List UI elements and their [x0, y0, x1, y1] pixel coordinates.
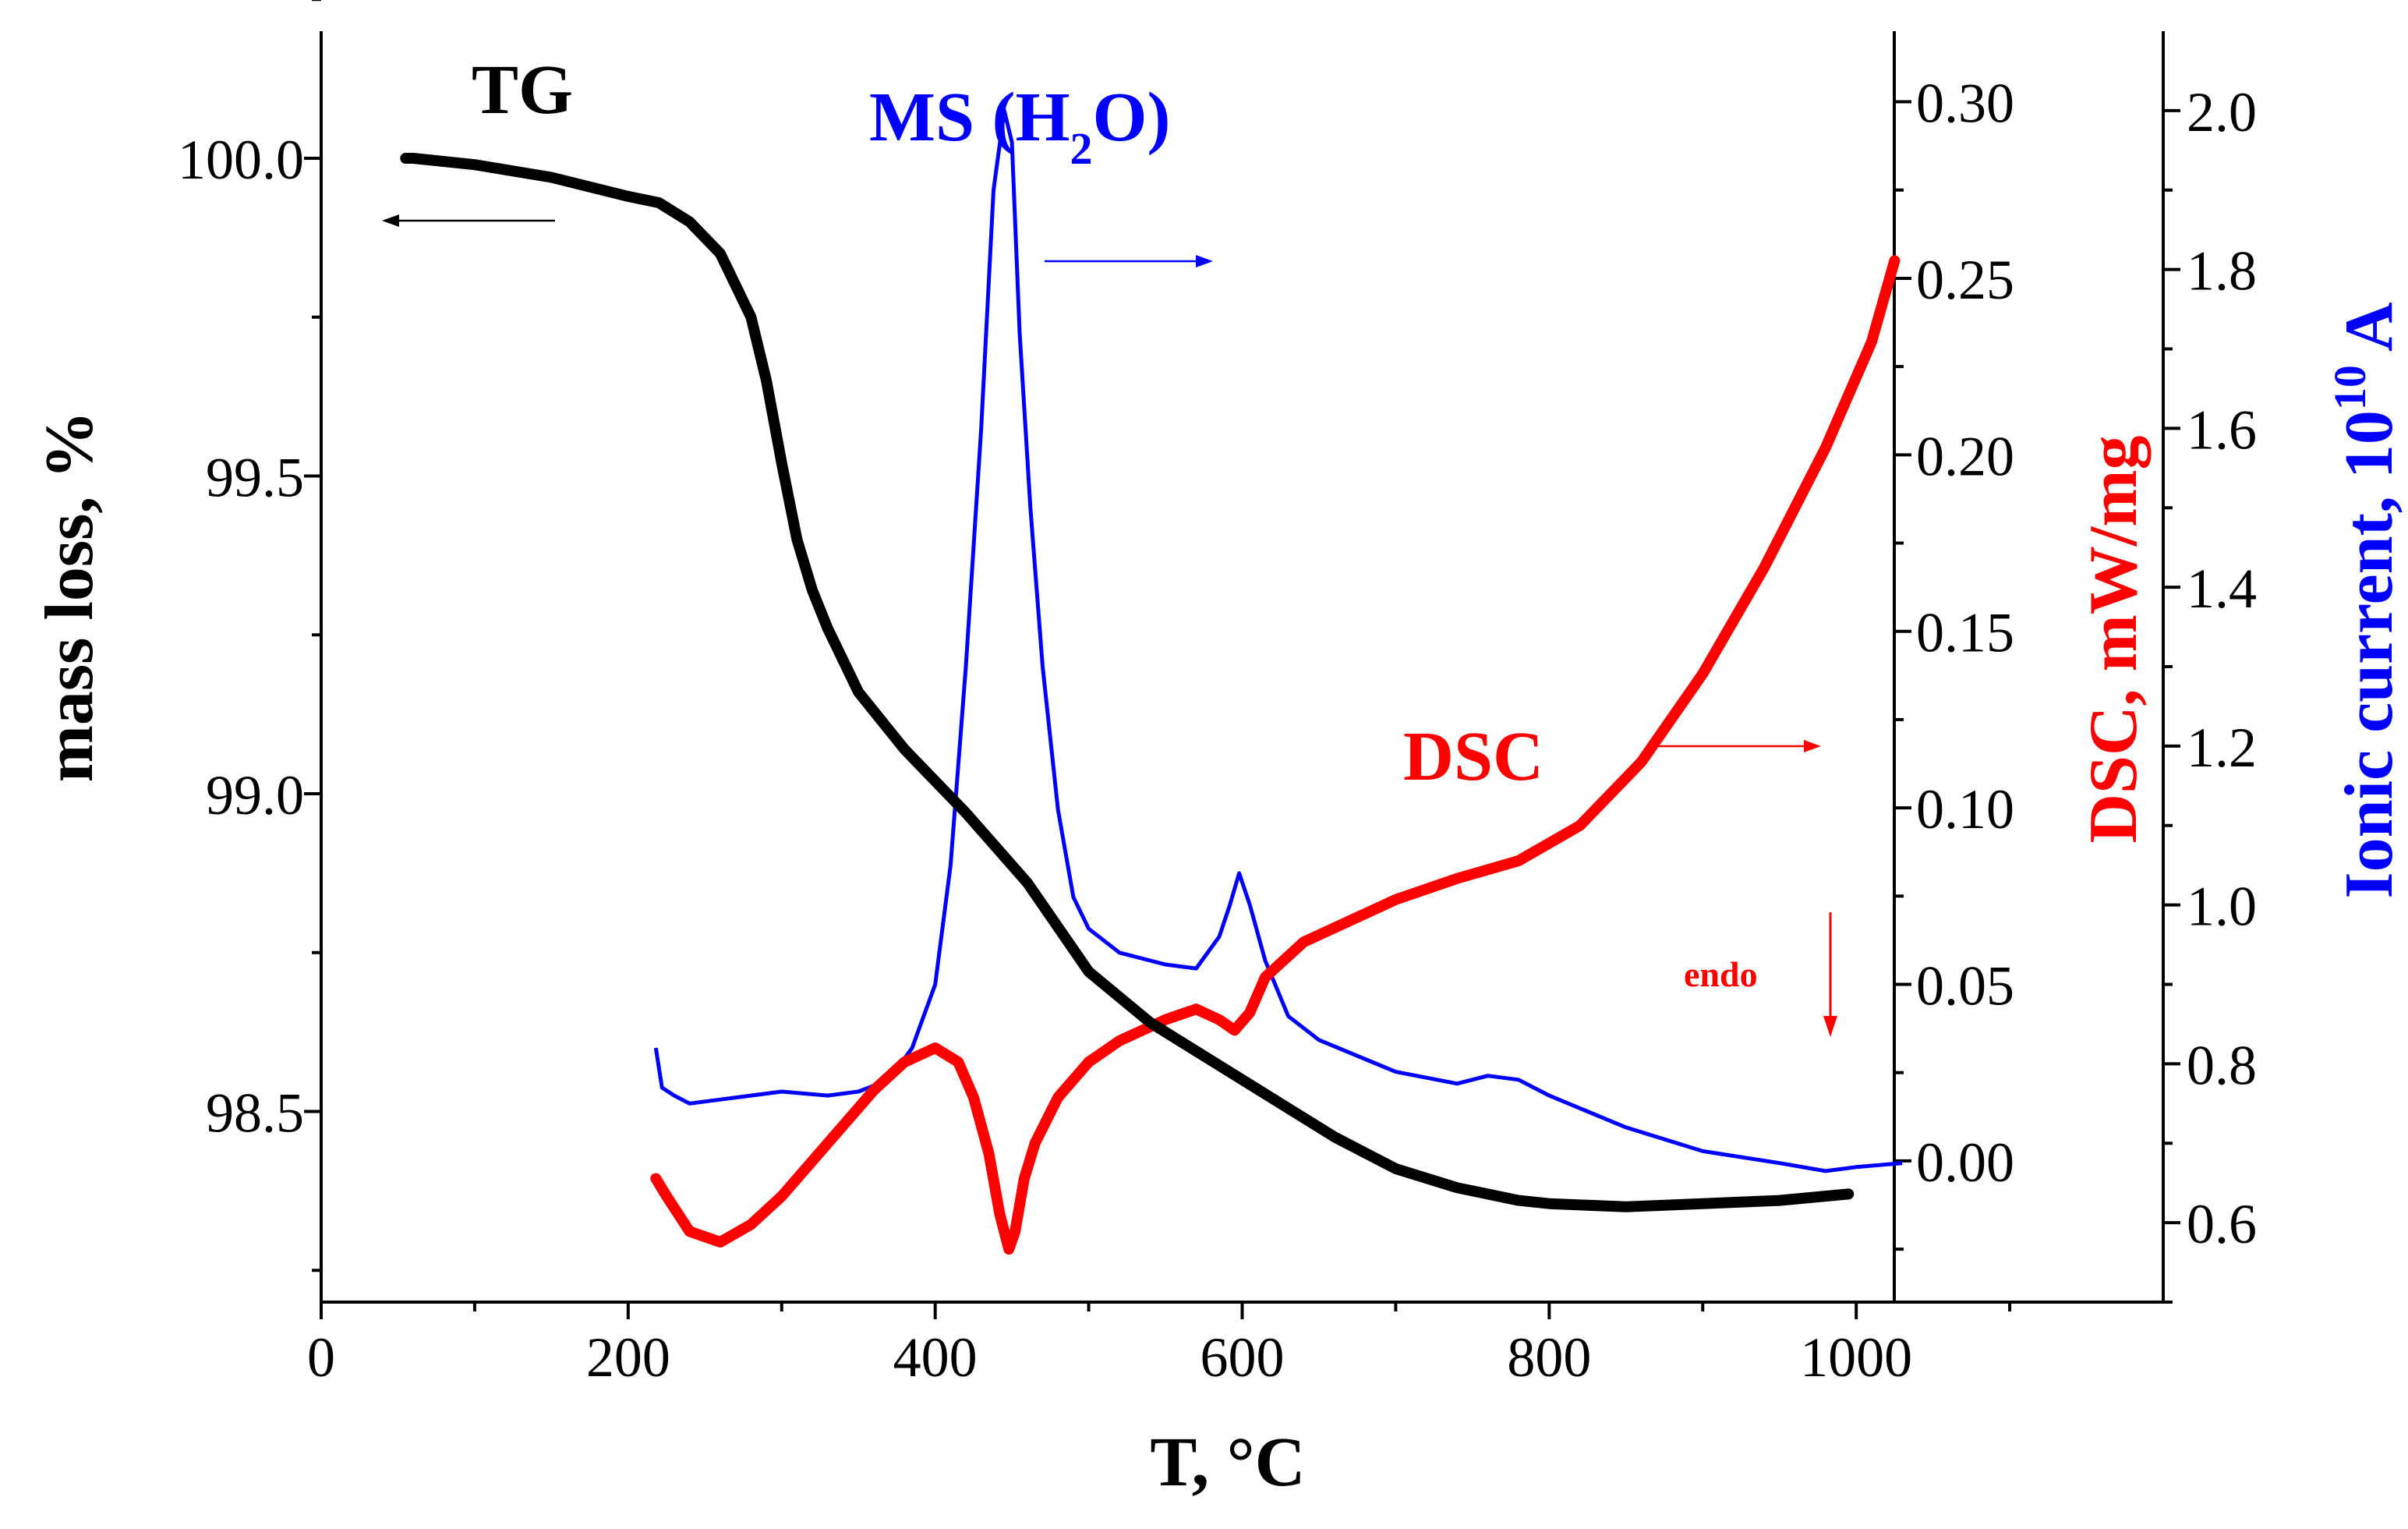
tg-series-line	[400, 153, 1855, 1212]
dsc-series-line	[650, 255, 1901, 1255]
ms-series-label-sub: 2	[1070, 123, 1092, 174]
ms-tick-label: 1.8	[2187, 240, 2257, 303]
dsc-tick-label: 0.10	[1916, 778, 2014, 841]
ms-axis-arrow	[1045, 255, 1213, 267]
ms-axis-label-sup: 10	[2325, 365, 2375, 410]
dsc-tick-label: 0.15	[1916, 602, 2014, 664]
tg-axis-label: mass loss, %	[32, 411, 108, 783]
ms-tick-label: 0.6	[2187, 1193, 2257, 1255]
ms-tick-label: 1.4	[2187, 557, 2257, 620]
ms-axis-ticks: 0.6 0.8 1.0 1.2 1.4 1.6 1.8 2.0	[2163, 81, 2257, 1304]
ms-series-label: MS (H2O)	[869, 79, 1170, 174]
ms-tick-label: 1.0	[2187, 876, 2257, 938]
ms-axis-label-end: A	[2332, 302, 2407, 365]
dsc-tick-label: 0.30	[1916, 73, 2014, 135]
ms-tick-label: 1.2	[2187, 717, 2257, 779]
x-tick-label: 400	[893, 1326, 978, 1389]
tg-tick-label: 100.0	[178, 129, 304, 191]
dsc-tick-label: 0.20	[1916, 425, 2014, 487]
x-tick-label: 1000	[1800, 1326, 1912, 1389]
dsc-series-label: DSC	[1403, 718, 1543, 795]
ms-axis-label-main: Ionic current, 10	[2332, 410, 2407, 899]
dsc-tick-label: 0.25	[1916, 249, 2014, 311]
x-tick-label: 200	[586, 1326, 670, 1389]
ms-axis-label: Ionic current, 1010 A	[2325, 302, 2407, 898]
ms-tick-label: 0.8	[2187, 1034, 2257, 1096]
ms-series-label-main: MS (H	[869, 79, 1070, 156]
dsc-axis-arrow	[1657, 740, 1821, 752]
ms-series-label-end: O)	[1092, 79, 1170, 156]
ms-h2o-series-line	[653, 108, 1903, 1173]
tg-axis-arrow	[382, 214, 555, 227]
dsc-tick-label: 0.05	[1916, 955, 2014, 1018]
tg-series-label: TG	[472, 51, 573, 129]
tg-axis-ticks: 98.5 99.0 99.5 100.0	[178, 0, 321, 1272]
endo-arrow	[1823, 912, 1837, 1037]
x-axis-ticks: 0 200 400 600 800 1000	[307, 1302, 2012, 1389]
ms-tick-label: 2.0	[2187, 81, 2257, 143]
x-axis-label: T, °C	[1150, 1424, 1305, 1501]
x-tick-label: 800	[1507, 1326, 1591, 1389]
dsc-tick-label: 0.00	[1916, 1131, 2014, 1194]
tg-tick-label: 99.0	[206, 764, 304, 826]
dsc-axis-label: DSC, mW/mg	[2076, 435, 2152, 843]
tg-tick-label: 98.5	[206, 1082, 304, 1145]
endo-label: endo	[1684, 954, 1758, 994]
tg-tick-label: 99.5	[206, 447, 304, 509]
x-tick-label: 0	[307, 1326, 335, 1389]
dsc-axis-ticks: 0.00 0.05 0.10 0.15 0.20 0.25 0.30	[1894, 73, 2014, 1251]
x-tick-label: 600	[1200, 1326, 1285, 1389]
ms-tick-label: 1.6	[2187, 398, 2257, 461]
